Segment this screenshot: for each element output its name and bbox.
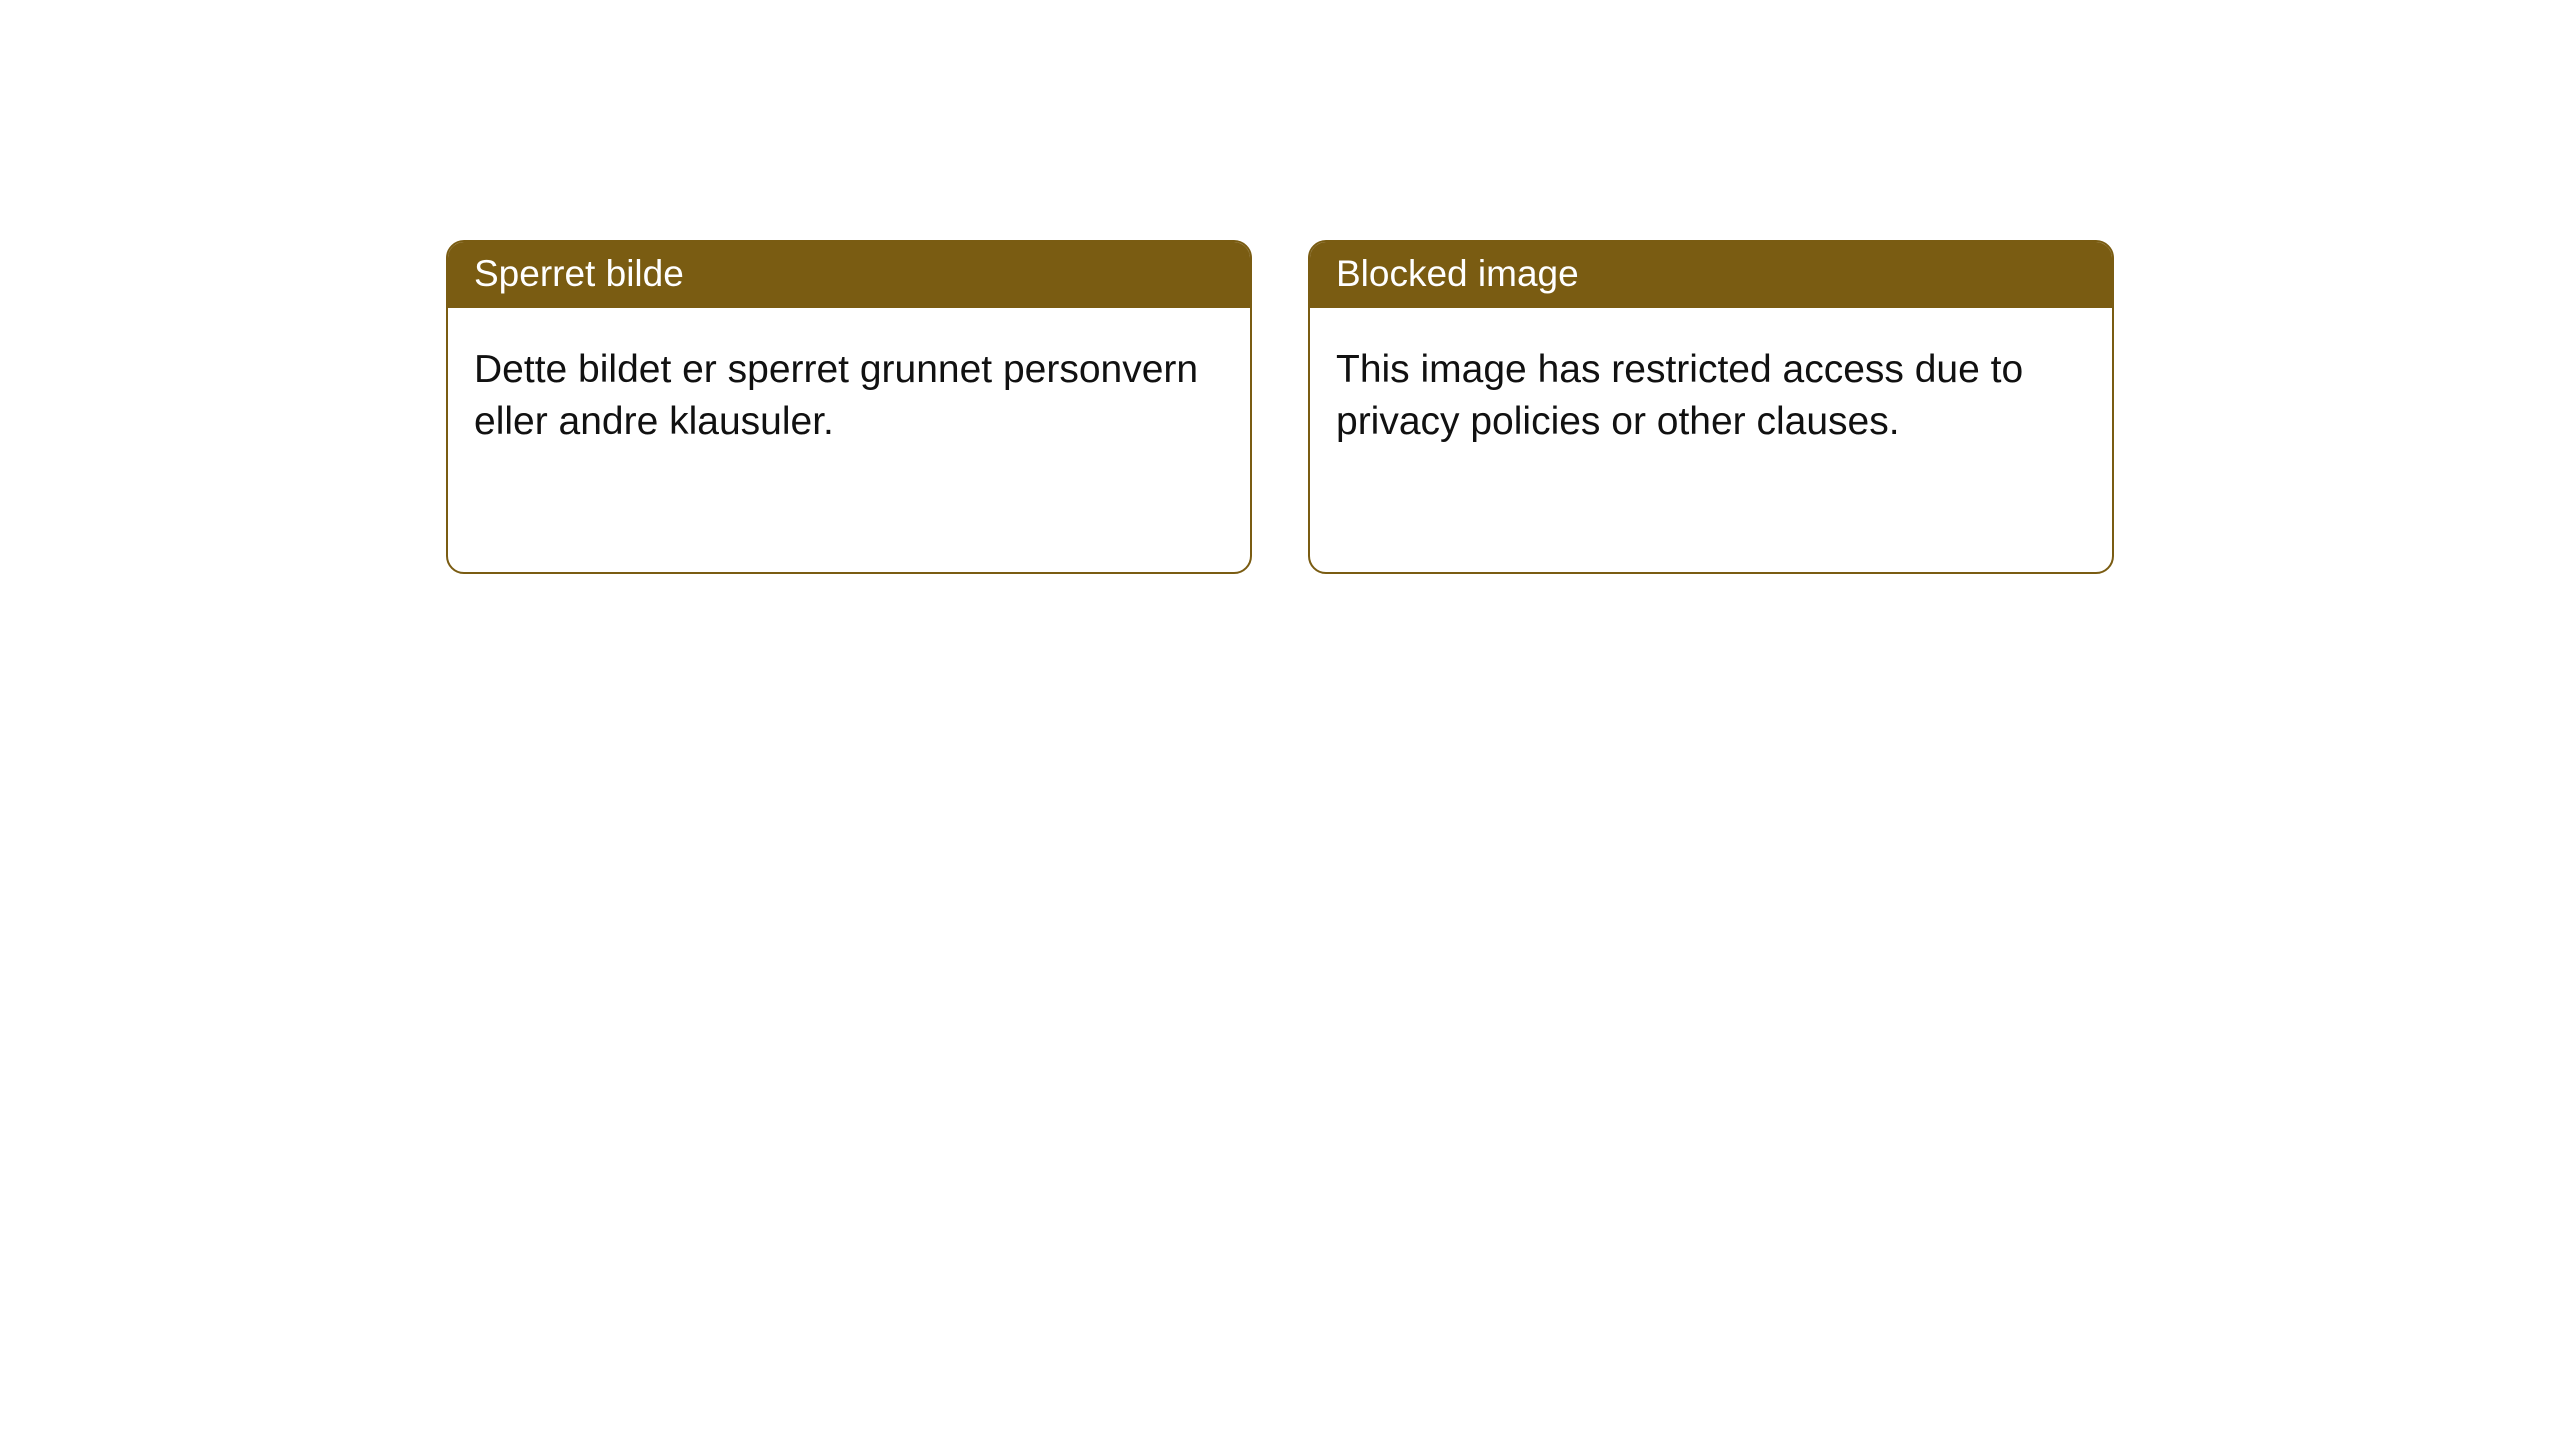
notice-card-norwegian: Sperret bilde Dette bildet er sperret gr… — [446, 240, 1252, 574]
card-body: Dette bildet er sperret grunnet personve… — [448, 308, 1250, 473]
notice-container: Sperret bilde Dette bildet er sperret gr… — [0, 0, 2560, 574]
card-title: Sperret bilde — [448, 242, 1250, 308]
card-body: This image has restricted access due to … — [1310, 308, 2112, 473]
card-title: Blocked image — [1310, 242, 2112, 308]
notice-card-english: Blocked image This image has restricted … — [1308, 240, 2114, 574]
